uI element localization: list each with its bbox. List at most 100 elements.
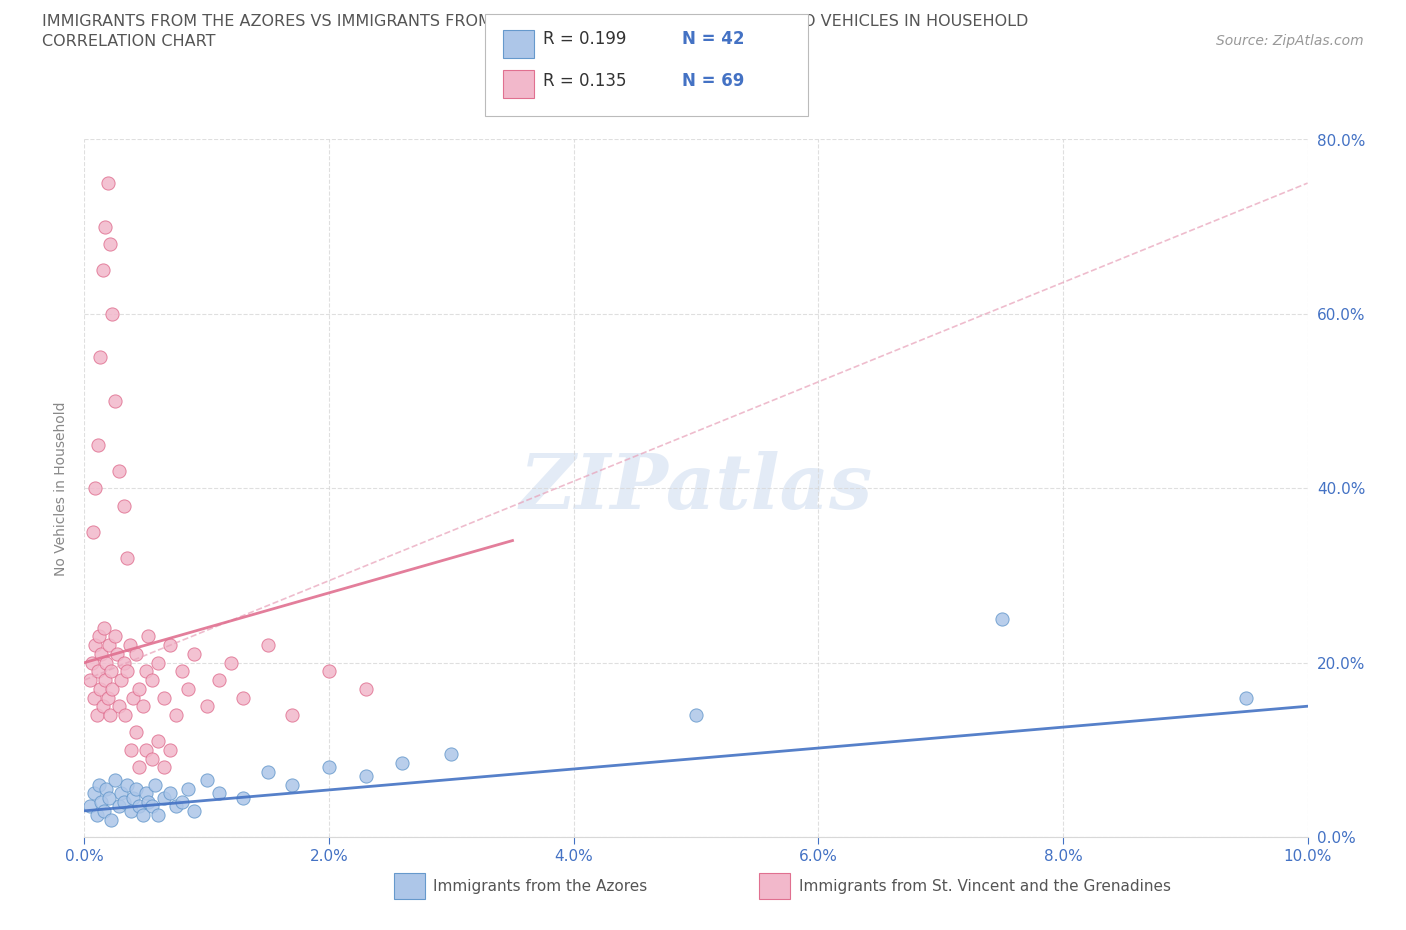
Point [122, 690, 145, 705]
Point [132, 808, 155, 823]
Point [232, 790, 254, 805]
Point [97, 790, 120, 805]
Point [115, 777, 138, 792]
Point [107, 698, 129, 713]
Point [86, 808, 108, 823]
Point [98, 708, 121, 723]
Point [195, 773, 218, 788]
Point [128, 760, 150, 775]
Point [101, 307, 124, 322]
Point [159, 742, 181, 757]
Point [281, 708, 304, 723]
Point [98, 237, 121, 252]
Point [125, 781, 148, 796]
Point [101, 682, 124, 697]
Point [83, 786, 105, 801]
Point [135, 742, 157, 757]
Point [177, 682, 200, 697]
Text: Immigrants from the Azores: Immigrants from the Azores [433, 879, 647, 894]
Point [135, 786, 157, 801]
Point [183, 804, 205, 818]
Point [110, 672, 132, 687]
Point [86, 708, 108, 723]
Text: N = 69: N = 69 [682, 72, 744, 90]
Point [100, 812, 122, 827]
Point [104, 393, 127, 408]
Point [93, 804, 115, 818]
Point [114, 708, 136, 723]
Point [83, 690, 105, 705]
Point [159, 786, 181, 801]
Point [141, 799, 163, 814]
Point [354, 768, 377, 783]
Point [105, 646, 128, 661]
Point [136, 629, 159, 644]
Point [143, 777, 166, 792]
Point [391, 755, 413, 770]
Point [128, 799, 150, 814]
Point [141, 751, 163, 766]
Point [136, 794, 159, 809]
Point [1236, 690, 1258, 705]
Text: CORRELATION CHART: CORRELATION CHART [42, 34, 215, 49]
Point [110, 786, 132, 801]
Point [318, 664, 340, 679]
Point [232, 690, 254, 705]
Point [132, 698, 155, 713]
Point [257, 764, 280, 779]
Point [177, 781, 200, 796]
Point [94, 219, 117, 234]
Point [118, 638, 141, 653]
Point [318, 760, 340, 775]
Point [87, 777, 110, 792]
Point [107, 463, 129, 478]
Point [93, 620, 115, 635]
Text: IMMIGRANTS FROM THE AZORES VS IMMIGRANTS FROM ST. VINCENT AND THE GRENADINES NO : IMMIGRANTS FROM THE AZORES VS IMMIGRANTS… [42, 14, 1029, 29]
Point [146, 808, 169, 823]
Point [219, 656, 242, 671]
Point [96, 656, 118, 671]
Text: N = 42: N = 42 [682, 30, 744, 48]
Point [172, 664, 194, 679]
Point [183, 646, 205, 661]
Point [87, 664, 110, 679]
Text: R = 0.135: R = 0.135 [543, 72, 626, 90]
Point [84, 481, 107, 496]
Text: Source: ZipAtlas.com: Source: ZipAtlas.com [1216, 34, 1364, 48]
Point [104, 773, 127, 788]
Point [79, 799, 101, 814]
Point [107, 799, 129, 814]
Point [79, 672, 101, 687]
Point [100, 664, 122, 679]
Point [135, 664, 157, 679]
Point [89, 682, 111, 697]
Y-axis label: No Vehicles in Household: No Vehicles in Household [53, 401, 67, 576]
Point [104, 629, 127, 644]
Point [159, 638, 181, 653]
Point [195, 698, 218, 713]
Point [208, 786, 231, 801]
Point [257, 638, 280, 653]
Point [94, 672, 117, 687]
Point [440, 747, 463, 762]
Point [128, 682, 150, 697]
Point [172, 794, 194, 809]
Point [112, 656, 135, 671]
Point [91, 698, 114, 713]
Point [91, 263, 114, 278]
Point [991, 612, 1014, 627]
Point [97, 638, 120, 653]
Point [354, 682, 377, 697]
Point [281, 777, 304, 792]
Point [120, 742, 142, 757]
Point [87, 437, 110, 452]
Point [80, 656, 103, 671]
Point [96, 781, 118, 796]
Point [90, 794, 112, 809]
Point [146, 734, 169, 749]
Point [165, 799, 187, 814]
Point [97, 176, 120, 191]
Text: ZIPatlas: ZIPatlas [519, 451, 873, 525]
Point [208, 672, 231, 687]
Point [115, 664, 138, 679]
